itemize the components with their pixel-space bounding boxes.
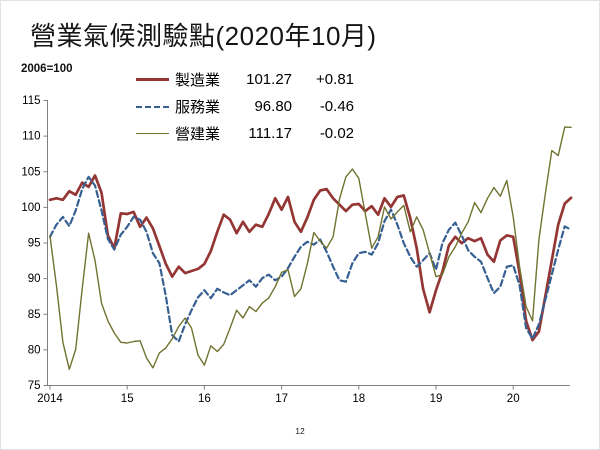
axis-unit-note: 2006=100	[21, 63, 73, 75]
legend-value: 111.17	[248, 125, 293, 142]
y-tick-label: 80	[28, 344, 41, 356]
manufacturing-series-line	[48, 174, 573, 342]
x-tick-label: 2014	[37, 393, 63, 405]
legend-change: +0.81	[316, 71, 355, 88]
legend-label: 製造業	[175, 72, 221, 89]
services-series-line	[48, 175, 573, 343]
y-tick-label: 115	[22, 95, 40, 107]
legend-change: -0.02	[319, 125, 355, 142]
y-tick-label: 90	[28, 273, 41, 285]
legend-change: -0.46	[319, 98, 355, 115]
manufacturing-line-sample-icon	[136, 78, 169, 81]
y-tick-label: 100	[21, 202, 40, 214]
legend-label: 營建業	[175, 126, 221, 143]
x-tick-label: 16	[198, 393, 211, 405]
y-tick-label: 95	[28, 238, 41, 250]
x-tick-label: 17	[275, 393, 288, 405]
legend-value: 101.27	[246, 71, 293, 88]
legend-label: 服務業	[175, 99, 221, 116]
legend-item-services: 服務業 96.80 -0.46	[136, 93, 366, 120]
y-tick-label: 105	[21, 166, 40, 178]
x-tick-label: 15	[121, 393, 134, 405]
y-tick-label: 75	[28, 380, 41, 392]
legend-item-construction: 營建業 111.17 -0.02	[136, 120, 366, 147]
page-number: 12	[295, 426, 305, 436]
chart-legend: 製造業 101.27 +0.81 服務業 96.80 -0.46 營建業 111…	[136, 66, 366, 147]
y-tick-label: 110	[22, 131, 40, 143]
construction-line-sample-icon	[136, 133, 169, 134]
legend-value: 96.80	[254, 98, 293, 115]
x-tick-label: 20	[507, 393, 520, 405]
page-title: 營業氣候測驗點(2020年10月)	[30, 21, 377, 51]
y-tick-label: 85	[28, 309, 41, 321]
legend-item-manufacturing: 製造業 101.27 +0.81	[136, 66, 366, 93]
x-tick-label: 19	[430, 393, 443, 405]
construction-series-line	[49, 126, 572, 370]
services-line-sample-icon	[136, 105, 169, 108]
x-tick-label: 18	[352, 393, 365, 405]
